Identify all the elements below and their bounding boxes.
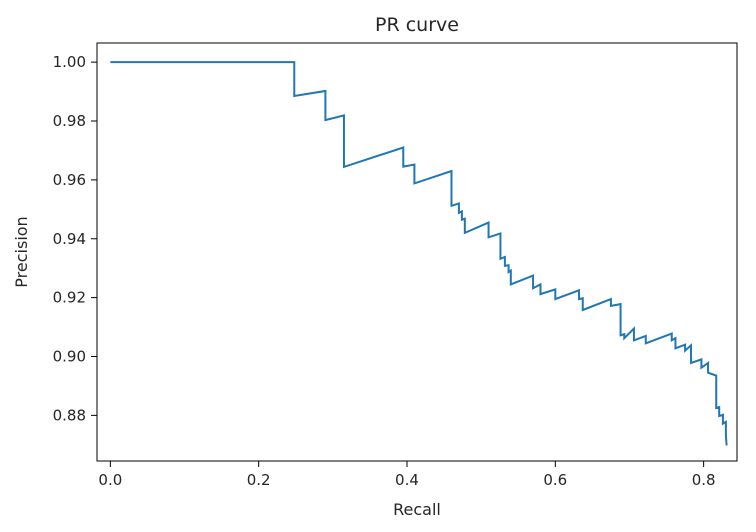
pr-curve-line bbox=[110, 61, 728, 446]
y-tick-label: 0.92 bbox=[53, 289, 86, 307]
ticks-layer: 0.0 0.2 0.4 0.6 0.8 0.88 0.90 0.92 0.94 0.96 0.98 1… bbox=[53, 53, 716, 489]
x-tick-label: 0.6 bbox=[543, 471, 567, 489]
x-axis-title: Recall bbox=[393, 500, 441, 519]
series-layer bbox=[110, 61, 728, 446]
y-tick-label: 1.00 bbox=[53, 53, 86, 71]
x-tick-label: 0.0 bbox=[98, 471, 122, 489]
x-tick-label: 0.8 bbox=[692, 471, 716, 489]
y-tick-label: 0.88 bbox=[53, 406, 86, 424]
y-tick-label: 0.98 bbox=[53, 112, 86, 130]
y-tick-label: 0.96 bbox=[53, 171, 86, 189]
x-tick-label: 0.4 bbox=[395, 471, 419, 489]
y-tick-label: 0.90 bbox=[53, 348, 86, 366]
x-tick-label: 0.2 bbox=[247, 471, 271, 489]
chart-title: PR curve bbox=[375, 14, 459, 36]
plot-frame bbox=[96, 42, 738, 462]
y-axis-title: Precision bbox=[12, 216, 31, 287]
y-tick-label: 0.94 bbox=[53, 230, 86, 248]
